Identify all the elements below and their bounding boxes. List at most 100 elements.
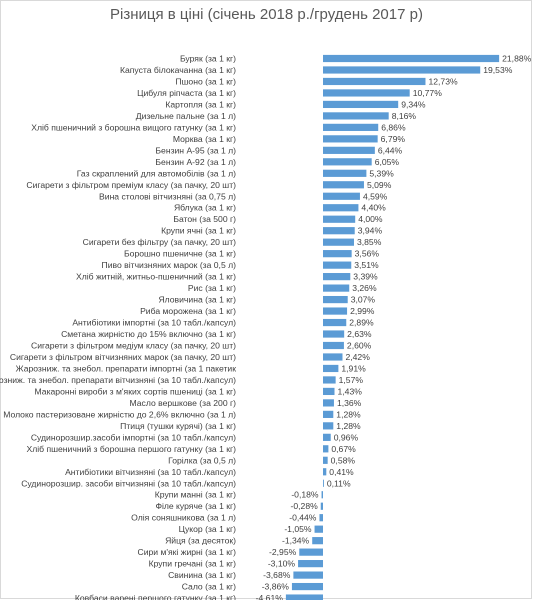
bar	[298, 560, 324, 568]
bar	[323, 364, 339, 373]
value-label: -1,05%	[284, 524, 312, 534]
category-label: Сигарети з фільтром медіум класу (за пач…	[31, 341, 236, 351]
value-label: 1,91%	[341, 363, 366, 373]
value-label: 0,96%	[334, 432, 359, 442]
category-label: Сигарети з фільтром преміум класу (за па…	[26, 180, 236, 190]
category-label: Філе куряче (за 1 кг)	[155, 501, 236, 511]
bar	[323, 89, 410, 97]
bar	[323, 422, 334, 430]
bar	[312, 537, 323, 545]
bar	[323, 479, 324, 487]
bar	[323, 295, 348, 304]
value-label: 3,94%	[358, 226, 383, 236]
category-label: Антибіотики імпортні (за 10 табл./капсул…	[72, 318, 236, 328]
category-label: Яйця (за десяток)	[165, 536, 236, 546]
value-label: 0,67%	[331, 444, 356, 454]
category-label: Морква (за 1 кг)	[173, 134, 236, 144]
category-label: Картопля (за 1 кг)	[165, 99, 236, 109]
bar	[323, 399, 334, 407]
category-label: Жарозниж. та знебол. препарати вітчизнян…	[0, 375, 236, 385]
category-label: Рис (за 1 кг)	[188, 283, 236, 293]
category-label: Сало (за 1 кг)	[182, 582, 236, 592]
category-label: Судинорозшир.засоби імпортні (за 10 табл…	[31, 432, 236, 442]
category-label: Сметана жирністю до 15% включно (за 1 кг…	[61, 329, 236, 339]
category-label: Пиво вітчизняних марок (за 0,5 л)	[102, 260, 237, 270]
category-label: Риба морожена (за 1 кг)	[140, 306, 236, 316]
value-label: 2,89%	[349, 318, 374, 328]
category-label: Буряк (за 1 кг)	[180, 54, 236, 64]
category-label: Птиця (тушки курячі) (за 1 кг)	[120, 421, 236, 431]
bar	[323, 100, 399, 109]
category-label: Хліб пшеничний з борошна першого гатунку…	[27, 444, 237, 454]
bar	[323, 410, 334, 418]
value-label: 10,77%	[413, 88, 443, 98]
category-label: Хліб житній, житньо-пшеничний (за 1 кг)	[76, 272, 236, 282]
value-label: 4,40%	[361, 203, 386, 213]
value-label: 6,86%	[381, 122, 406, 132]
bar	[321, 491, 323, 499]
value-label: 3,39%	[353, 272, 378, 282]
category-label: Судинорозшир. засоби вітчизняні (за 10 т…	[21, 478, 236, 488]
category-label: Жарозниж. та знебол. препарати імпортні …	[16, 363, 237, 373]
value-label: -4,61%	[256, 593, 284, 600]
value-label: 1,57%	[339, 375, 364, 385]
category-label: Хліб пшеничний з борошна вищого гатунку …	[31, 122, 236, 132]
value-label: -0,44%	[289, 513, 317, 523]
bar	[293, 571, 323, 579]
value-label: 21,88%	[502, 54, 532, 64]
bar	[323, 330, 345, 338]
bar	[323, 146, 375, 154]
category-label: Макаронні вироби з м'яких сортів пшениці…	[35, 386, 237, 396]
category-label: Цукор (за 1 кг)	[179, 524, 236, 534]
bar	[323, 353, 343, 361]
bar	[323, 181, 364, 189]
bar	[323, 261, 352, 269]
category-label: Газ скраплений для автомобілів (за 1 л)	[77, 168, 236, 178]
bar	[323, 284, 350, 292]
bar	[320, 502, 323, 510]
bar	[323, 456, 328, 464]
bar	[323, 215, 356, 223]
value-label: 6,05%	[375, 157, 400, 167]
value-label: 2,99%	[350, 306, 375, 316]
bar	[314, 525, 323, 533]
category-label: Свинина (за 1 кг)	[168, 570, 236, 580]
category-label: Молоко пастеризоване жирністю до 2,6% вк…	[3, 409, 236, 419]
value-label: 1,36%	[337, 398, 362, 408]
value-label: 9,34%	[401, 99, 426, 109]
value-label: 3,26%	[352, 283, 377, 293]
bar	[323, 54, 500, 63]
bar	[323, 318, 347, 327]
bar	[323, 135, 378, 143]
value-label: 2,63%	[347, 329, 372, 339]
category-label: Яблука (за 1 кг)	[174, 203, 236, 213]
category-label: Капуста білокачанна (за 1 кг)	[120, 65, 236, 75]
value-label: -0,18%	[291, 490, 319, 500]
bar	[285, 594, 323, 600]
value-label: 6,44%	[378, 145, 403, 155]
value-label: 2,60%	[347, 341, 372, 351]
bar	[323, 468, 327, 476]
value-label: 1,43%	[338, 386, 363, 396]
value-label: -3,68%	[263, 570, 291, 580]
category-label: Бензин А-92 (за 1 л)	[155, 157, 236, 167]
category-label: Крупи ячні (за 1 кг)	[161, 226, 236, 236]
bar	[323, 250, 352, 258]
bar	[323, 307, 348, 315]
value-label: 12,73%	[428, 76, 458, 86]
value-label: 1,28%	[336, 409, 361, 419]
value-label: 0,11%	[327, 478, 351, 488]
value-label: -2,95%	[269, 547, 297, 557]
bar	[323, 123, 379, 131]
category-label: Вина столові вітчизняні (за 0,75 л)	[99, 191, 236, 201]
value-label: 3,51%	[354, 260, 379, 270]
bars-layer	[285, 54, 500, 600]
category-label: Яловичина (за 1 кг)	[158, 295, 236, 305]
bar	[323, 341, 344, 350]
bar	[291, 582, 323, 591]
value-label: 19,53%	[483, 65, 513, 75]
value-label: 3,56%	[355, 249, 380, 259]
bar	[299, 548, 323, 556]
category-label: Масло вершкове (за 200 г)	[130, 398, 237, 408]
